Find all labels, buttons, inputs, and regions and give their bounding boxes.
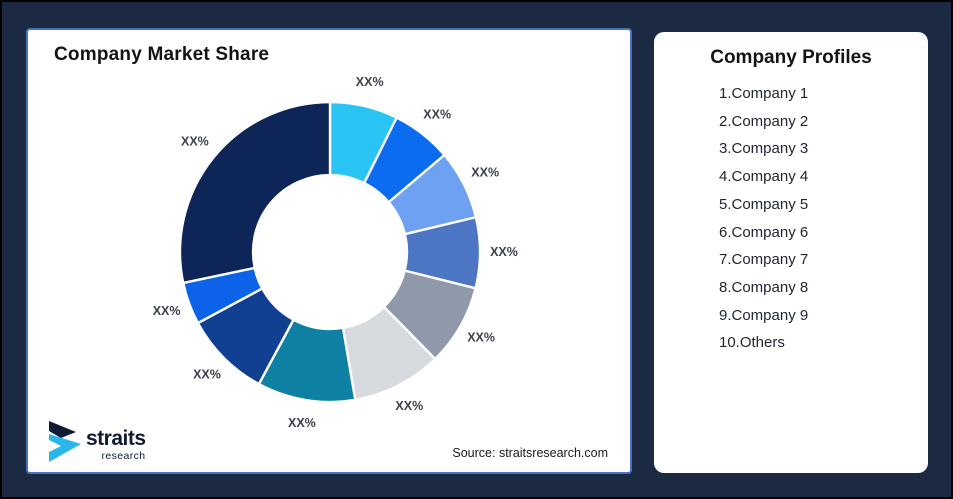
profile-list-item: 3.Company 3 (719, 140, 809, 158)
chart-title: Company Market Share (54, 44, 270, 65)
profile-list-item: 1.Company 1 (719, 85, 809, 102)
profile-list-item: 7.Company 7 (719, 251, 809, 269)
donut-segment-label: XX% (490, 245, 518, 259)
donut-segment-label: XX% (356, 75, 384, 89)
donut-segment (178, 100, 332, 285)
logo-mark-icon (49, 421, 81, 462)
donut-segment-label: XX% (153, 304, 181, 318)
donut-chart: XX% XX% XX% XX% XX% XX% XX% XX% XX% XX% (153, 75, 518, 430)
source-note: Source: straitsresearch.com (452, 446, 608, 460)
profile-list-item: 10.Others (719, 334, 785, 352)
logo-cyan-shape (49, 434, 81, 462)
profile-list-item: 5.Company 5 (719, 195, 809, 213)
profile-list-item: 8.Company 8 (719, 278, 809, 296)
profile-list-item: 6.Company 6 (719, 223, 809, 241)
donut-segment-label: XX% (193, 367, 221, 381)
donut-segment-label: XX% (467, 331, 495, 345)
donut-segment-label: XX% (471, 166, 499, 180)
profile-list-item: 2.Company 2 (719, 112, 809, 130)
logo-navy-shape (49, 421, 76, 438)
market-share-panel: Company Market Share XX% XX% XX% XX% XX% XX% X… (26, 28, 632, 474)
company-profiles-panel: Company Profiles 1.Company 1 2.Company 2 3… (654, 32, 928, 473)
logo-text: straits research (86, 428, 146, 462)
profiles-list: 1.Company 1 2.Company 2 3.Company 3 4.Compa… (654, 80, 928, 357)
profile-list-item: 4.Company 4 (719, 168, 809, 186)
donut-segment-label: XX% (181, 135, 209, 149)
profile-list-item: 9.Company 9 (719, 306, 809, 324)
logo-title: straits (86, 427, 146, 450)
profiles-title: Company Profiles (710, 47, 872, 68)
donut-segment-label: XX% (423, 107, 451, 121)
donut-segment-label: XX% (288, 416, 316, 430)
donut-segment-label: XX% (395, 399, 423, 413)
logo-subtitle: research (101, 450, 146, 462)
straits-research-logo: straits research (48, 419, 146, 463)
